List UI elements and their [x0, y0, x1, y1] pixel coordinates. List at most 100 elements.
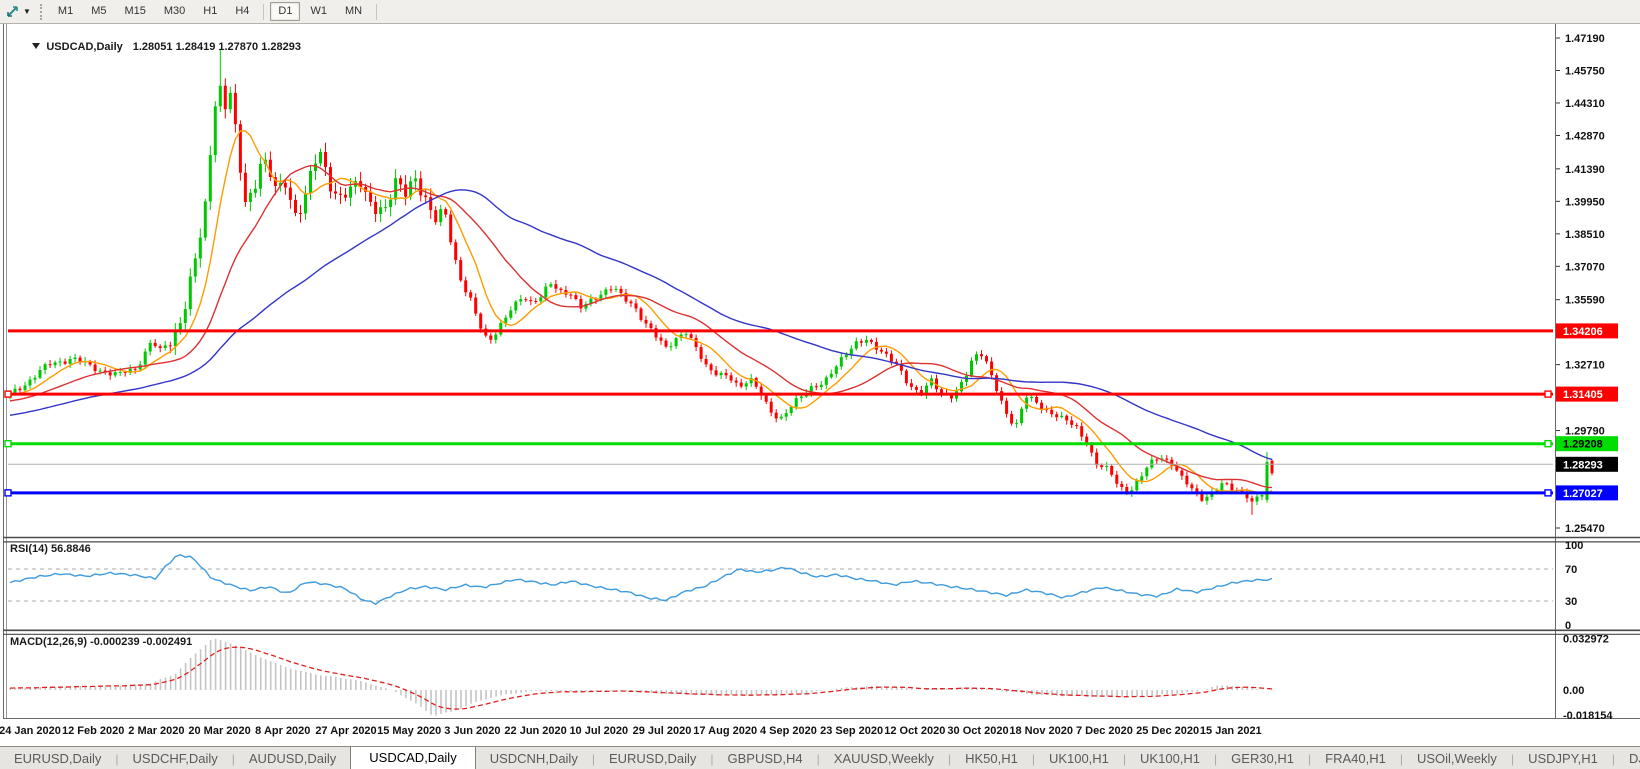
macd-hist-bar: [174, 673, 177, 690]
macd-hist-bar: [570, 690, 572, 692]
macd-hist-bar: [460, 690, 462, 709]
timeframe-button-mn[interactable]: MN: [344, 5, 363, 17]
macd-hist-bar: [224, 641, 227, 690]
date-tick-label: 25 Dec 2020: [1136, 725, 1199, 737]
macd-hist-bar: [430, 690, 432, 715]
macd-hist-bar: [900, 687, 903, 690]
timeframe-button-h1[interactable]: H1: [203, 5, 218, 17]
timeframe-button-m1[interactable]: M1: [57, 5, 74, 17]
macd-hist-bar: [214, 638, 217, 690]
horizontal-level-lines[interactable]: [4, 329, 1553, 497]
timeframe-button-m30[interactable]: M30: [163, 5, 186, 17]
tab-eurusd-daily[interactable]: EURUSD,Daily: [14, 751, 102, 766]
macd-hist-bar: [765, 690, 768, 695]
date-tick-label: 24 Jan 2020: [0, 725, 61, 737]
svg-text:1.28293: 1.28293: [1563, 459, 1603, 471]
macd-hist-bar: [99, 685, 102, 690]
tab-gbpusd-h4[interactable]: GBPUSD,H4: [727, 751, 803, 766]
macd-hist-bar: [815, 690, 818, 691]
tab-separator: |: [947, 752, 952, 766]
tab-ger30-h1[interactable]: GER30,H1: [1231, 751, 1295, 766]
date-tick-label: 18 Nov 2020: [1009, 725, 1073, 737]
macd-hist-bar: [134, 684, 137, 690]
macd-hist-bar: [1061, 690, 1063, 697]
macd-scale-label: 0.032972: [1563, 634, 1609, 646]
macd-hist-bar: [620, 690, 623, 691]
macd-hist-bar: [395, 690, 397, 692]
macd-hist-bar: [1141, 690, 1143, 697]
macd-hist-bar: [415, 690, 417, 704]
macd-hist-bar: [790, 690, 793, 694]
macd-hist-bar: [129, 684, 132, 690]
tab-usoil-weekly[interactable]: USOil,Weekly: [1416, 751, 1497, 766]
price-chart-canvas[interactable]: 1.47190 1.45750 1.44310 1.42870 1.41390 1.399…: [0, 23, 1640, 746]
macd-hist-bar: [946, 688, 948, 690]
tab-uk100-h1[interactable]: UK100,H1: [1048, 751, 1109, 766]
tab-usdcnh-daily[interactable]: USDCNH,Daily: [489, 751, 578, 766]
chart-title-caret-icon[interactable]: [32, 43, 41, 49]
tab-usdcad-daily[interactable]: USDCAD,Daily: [350, 747, 476, 769]
macd-hist-bar: [850, 687, 853, 690]
macd-hist-bar: [360, 681, 362, 690]
tab-dj30-daily[interactable]: DJ30,Daily: [1629, 751, 1640, 766]
macd-hist-bar: [79, 686, 82, 690]
tab-usdjpy-h1[interactable]: USDJPY,H1: [1528, 751, 1598, 766]
macd-hist-bar: [770, 690, 773, 695]
date-tick-label: 20 Mar 2020: [188, 725, 250, 737]
price-tick-label: 1.35590: [1565, 295, 1605, 307]
tab-eurusd-daily[interactable]: EURUSD,Daily: [608, 751, 697, 766]
timeframe-button-h4[interactable]: H4: [235, 5, 250, 17]
macd-hist-bar: [780, 690, 783, 695]
macd-hist-bar: [685, 690, 688, 695]
rsi-scale-label: 0: [1565, 620, 1571, 632]
date-tick-label: 3 Jun 2020: [444, 725, 500, 737]
macd-hist-bar: [760, 690, 763, 695]
price-tick-label: 1.32710: [1565, 360, 1605, 372]
macd-hist-bar: [9, 688, 12, 690]
macd-hist-bar: [184, 663, 187, 690]
macd-hist-bar: [410, 690, 412, 701]
timeframe-button-d1[interactable]: D1: [270, 2, 301, 21]
macd-hist-bar: [149, 683, 152, 690]
macd-hist-bar: [725, 690, 728, 696]
timeframe-button-w1[interactable]: W1: [310, 5, 327, 17]
chart-ohlc-values: 1.28051 1.28419 1.27870 1.28293: [132, 41, 301, 53]
macd-hist-bar: [981, 688, 983, 690]
timeframe-button-m5[interactable]: M5: [91, 5, 107, 17]
toolbar-grip[interactable]: [39, 3, 42, 20]
tab-audusd-daily[interactable]: AUDUSD,Daily: [248, 751, 337, 766]
tab-fra40-h1[interactable]: FRA40,H1: [1325, 751, 1386, 766]
macd-hist-bar: [785, 690, 788, 694]
macd-hist-bar: [520, 690, 522, 693]
macd-hist-bar: [194, 653, 197, 690]
date-tick-label: 10 Jul 2020: [569, 725, 628, 737]
dropdown-caret-icon[interactable]: ▼: [23, 7, 31, 16]
date-tick-label: 30 Oct 2020: [947, 725, 1008, 737]
date-tick-label: 7 Dec 2020: [1076, 725, 1133, 737]
tab-usdchf-daily[interactable]: USDCHF,Daily: [132, 751, 218, 766]
date-tick-label: 12 Oct 2020: [884, 725, 945, 737]
chart-tool-icon[interactable]: [4, 3, 22, 21]
tab-xauusd-weekly[interactable]: XAUUSD,Weekly: [833, 751, 934, 766]
macd-hist-bar: [986, 688, 988, 690]
macd-hist-bar: [139, 684, 142, 690]
macd-hist-bar: [695, 690, 698, 695]
chart-tool-icon-glyph: [6, 6, 18, 17]
price-tick-label: 1.44310: [1565, 98, 1605, 110]
macd-hist-bar: [1091, 690, 1093, 697]
macd-hist-bar: [1081, 690, 1083, 697]
macd-hist-bar: [179, 668, 182, 690]
macd-hist-bar: [910, 689, 913, 690]
moving-average-slow: [9, 189, 1273, 461]
timeframe-button-m15[interactable]: M15: [124, 5, 146, 17]
price-axis: 1.47190 1.45750 1.44310 1.42870 1.41390 1.399…: [1556, 33, 1605, 535]
macd-hist-bar: [740, 690, 743, 696]
chart-area[interactable]: USDCAD,Daily 1.28051 1.28419 1.27870 1.28…: [0, 23, 1640, 746]
tab-hk50-h1[interactable]: HK50,H1: [965, 751, 1018, 766]
chart-title: USDCAD,Daily 1.28051 1.28419 1.27870 1.28…: [14, 29, 301, 65]
macd-hist-bar: [330, 676, 332, 690]
macd-hist-bar: [905, 688, 908, 690]
macd-hist-bar: [605, 690, 607, 692]
tab-uk100-h1[interactable]: UK100,H1: [1140, 751, 1201, 766]
tab-separator: |: [1510, 752, 1515, 766]
